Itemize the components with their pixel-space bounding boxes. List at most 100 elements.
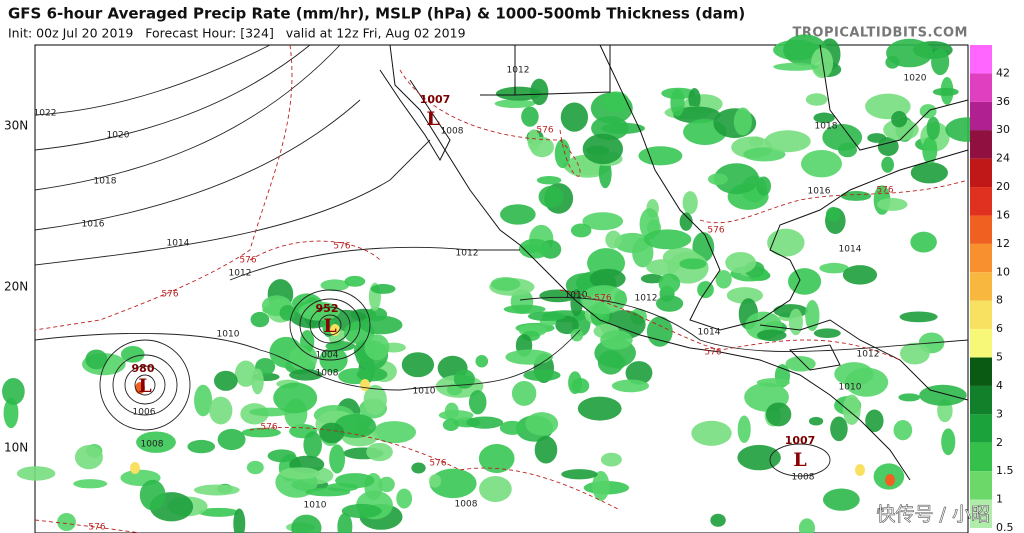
precip-cell	[521, 106, 539, 127]
precip-cell	[733, 107, 752, 136]
colorbar-label: 0.5	[996, 521, 1014, 533]
colorbar-swatch	[970, 357, 992, 386]
precip-cell	[335, 473, 375, 489]
precip-cell	[570, 289, 583, 317]
precip-cell	[737, 415, 751, 444]
precip-cell	[893, 420, 913, 441]
precip-cell	[682, 191, 698, 215]
precip-cell	[840, 191, 872, 201]
precip-cell	[922, 136, 938, 164]
precip-cell	[246, 460, 264, 475]
colorbar-label: 3	[996, 407, 1003, 420]
colorbar-label: 12	[996, 237, 1010, 250]
precip-cell	[611, 379, 650, 393]
precip-cell	[881, 156, 894, 173]
precip-cell	[679, 212, 693, 231]
colorbar-label: 24	[996, 152, 1010, 165]
precip-cell	[638, 146, 683, 166]
precip-cell	[597, 350, 624, 375]
precip-cell	[3, 397, 19, 429]
precip-cell	[209, 396, 233, 425]
precip-cell	[16, 466, 56, 481]
precip-cell	[522, 244, 540, 253]
land-outline	[379, 44, 969, 481]
precip-cell	[834, 362, 874, 386]
precip-cell	[249, 407, 292, 417]
colorbar-swatch	[970, 130, 992, 159]
precip-cell	[475, 355, 489, 368]
precip-cell	[737, 444, 781, 471]
precip-cell	[503, 304, 546, 314]
colorbar-label: 20	[996, 180, 1010, 193]
precip-cell	[534, 436, 558, 464]
isobar-label: 1010	[413, 387, 436, 397]
precip-cell	[289, 346, 311, 370]
precip-cell	[555, 315, 579, 335]
colorbar-swatch	[970, 471, 992, 500]
precip-cell	[570, 223, 592, 238]
precip-cell	[813, 112, 835, 124]
precip-cell	[2, 377, 25, 405]
precip-cell	[193, 484, 240, 496]
precip-cell	[527, 129, 540, 152]
thickness-label: 576	[260, 423, 277, 433]
colorbar-label: 2	[996, 436, 1003, 449]
precip-cell	[401, 352, 435, 378]
precip-cell	[378, 476, 395, 493]
colorbar-label: 16	[996, 208, 1010, 221]
precip-cell	[764, 130, 811, 153]
colorbar-swatch	[970, 243, 992, 273]
precip-cell	[910, 161, 948, 184]
colorbar-swatch	[970, 73, 992, 102]
precip-cell	[756, 329, 787, 342]
colorbar: 42 36 30 24 20 16 12 10 8 6 5 4 3 2 1.5 1 0.5	[970, 45, 1014, 533]
precip-cell	[466, 416, 504, 429]
precip-core	[330, 324, 340, 336]
latitude-label: 10N	[4, 441, 28, 455]
precip-cell	[673, 106, 721, 124]
precip-cell	[798, 518, 816, 533]
isobar-label: 1012	[456, 249, 479, 259]
precip-cell	[582, 133, 624, 165]
precip-cell	[505, 349, 553, 365]
title: GFS 6-hour Averaged Precip Rate (mm/hr),…	[8, 5, 745, 23]
precip-cell	[344, 275, 366, 287]
precip-cell	[813, 328, 841, 339]
precip-cell	[600, 452, 622, 467]
low-pressure-symbol: L	[426, 108, 439, 130]
precip-cell	[538, 185, 564, 208]
precip-cell	[658, 273, 681, 294]
precip-cell	[767, 228, 805, 257]
precip-cell	[646, 259, 679, 276]
precip-cell	[765, 402, 792, 427]
isobar-label: 1010	[839, 383, 862, 393]
colorbar-label: 30	[996, 123, 1010, 136]
precip-cell	[364, 334, 390, 361]
precip-cell	[291, 514, 322, 533]
precip-cell	[819, 262, 849, 274]
precip-cell	[453, 369, 475, 389]
precip-cell	[442, 418, 460, 431]
colorbar-swatch	[970, 414, 992, 443]
thickness-label: 576	[707, 226, 724, 236]
precip-cell	[713, 163, 760, 195]
watermark: 快传号 / 小昭	[877, 504, 990, 526]
isobar-label: 1012	[635, 294, 658, 304]
precip-cell	[598, 158, 612, 189]
precip-cell	[688, 87, 701, 110]
precip-cell	[891, 111, 908, 128]
precip-cell	[337, 512, 353, 533]
precip-cell	[329, 444, 346, 474]
precip-cell	[334, 414, 377, 439]
isobar-label: 1022	[34, 109, 57, 119]
precip-cell	[910, 231, 937, 253]
precip-cell	[801, 149, 842, 178]
precip-cell	[941, 428, 956, 456]
precip-cell	[511, 380, 537, 406]
precip-cell	[536, 175, 562, 185]
precip-cell	[825, 206, 841, 222]
colorbar-label: 10	[996, 265, 1010, 278]
isobar-label: 1020	[904, 74, 927, 84]
precip-cell	[303, 431, 322, 459]
